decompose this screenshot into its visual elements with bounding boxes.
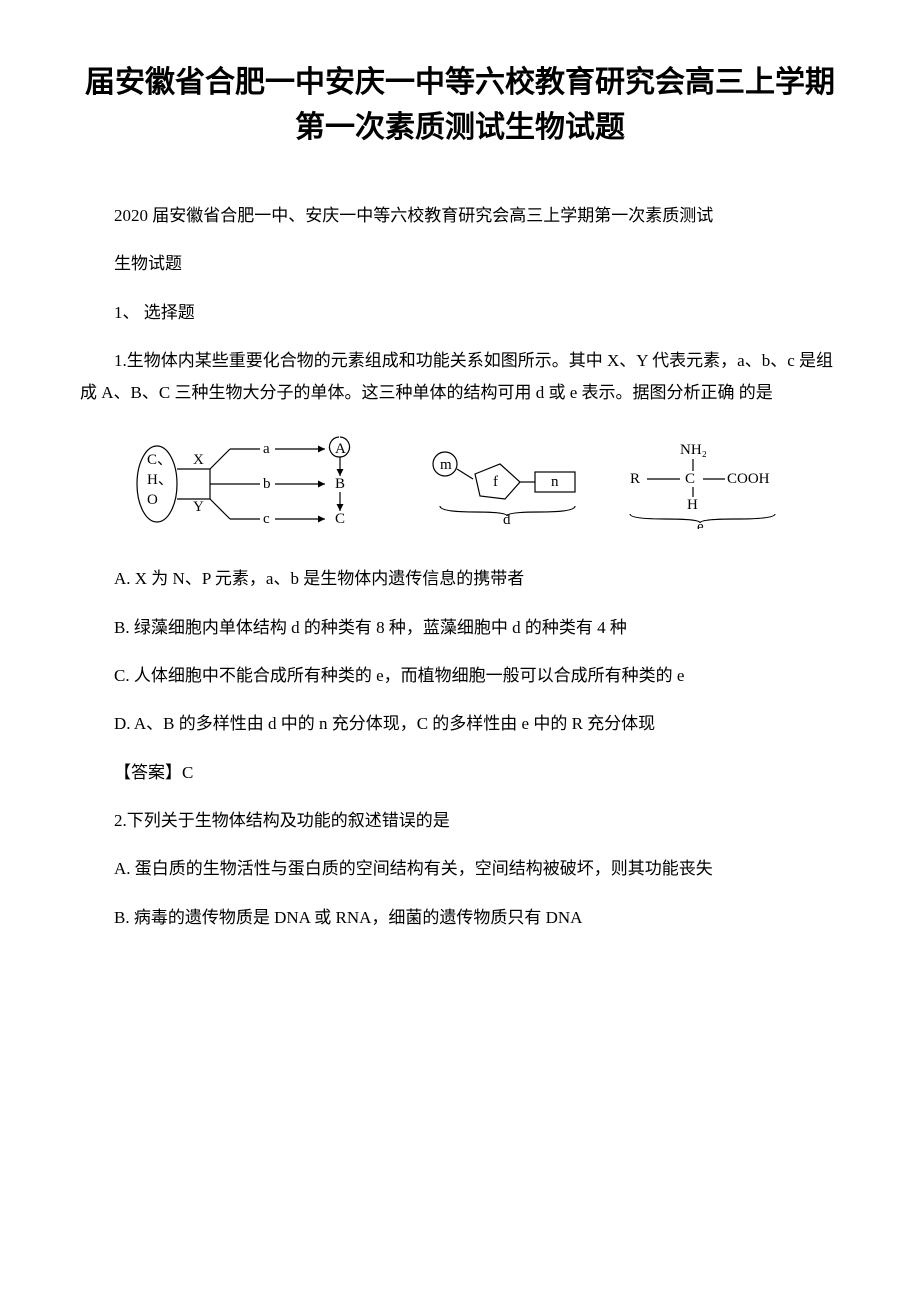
y-label: Y: [193, 499, 204, 515]
q1-option-d: D. A、B 的多样性由 d 中的 n 充分体现，C 的多样性由 e 中的 R …: [80, 708, 840, 740]
diagram-right: NH₂ R C COOH H e: [625, 439, 785, 529]
q2-option-b: B. 病毒的遗传物质是 DNA 或 RNA，细菌的遗传物质只有 DNA: [80, 902, 840, 934]
oval-text-c: C、: [147, 452, 172, 468]
n-label: n: [551, 474, 559, 490]
section-heading: 1、 选择题: [80, 297, 840, 329]
question-1-text: 1.生物体内某些重要化合物的元素组成和功能关系如图所示。其中 X、Y 代表元素，…: [80, 345, 840, 410]
r-label: R: [630, 471, 640, 487]
A-label: A: [335, 441, 346, 457]
q1-option-a: A. X 为 N、P 元素，a、b 是生物体内遗传信息的携带者: [80, 563, 840, 595]
f-label: f: [493, 474, 498, 490]
b-label: b: [263, 476, 271, 492]
m-label: m: [440, 457, 452, 473]
cooh-label: COOH: [727, 471, 770, 487]
diagram: C、 H、 O X Y a b c: [80, 429, 840, 539]
diagram-mid: m f n d: [425, 444, 595, 524]
x-label: X: [193, 452, 204, 468]
q1-option-b: B. 绿藻细胞内单体结构 d 的种类有 8 种，蓝藻细胞中 d 的种类有 4 种: [80, 612, 840, 644]
h-label: H: [687, 497, 698, 513]
nh2-label: NH₂: [680, 442, 707, 458]
diagram-left: C、 H、 O X Y a b c: [135, 429, 395, 539]
C-label: C: [335, 511, 345, 527]
B-label: B: [335, 476, 345, 492]
d-label: d: [503, 512, 511, 524]
subject-label: 生物试题: [80, 248, 840, 280]
oval-text-h: H、: [147, 472, 173, 488]
question-2-text: 2.下列关于生物体结构及功能的叙述错误的是: [80, 805, 840, 837]
document-title: 届安徽省合肥一中安庆一中等六校教育研究会高三上学期第一次素质测试生物试题: [80, 60, 840, 150]
subtitle: 2020 届安徽省合肥一中、安庆一中等六校教育研究会高三上学期第一次素质测试: [80, 200, 840, 232]
q1-answer: 【答案】C: [80, 757, 840, 789]
a-label: a: [263, 441, 270, 457]
q2-option-a: A. 蛋白质的生物活性与蛋白质的空间结构有关，空间结构被破坏，则其功能丧失: [80, 853, 840, 885]
e-label: e: [697, 519, 704, 529]
oval-text-o: O: [147, 492, 158, 508]
c-label: c: [263, 511, 270, 527]
q1-option-c: C. 人体细胞中不能合成所有种类的 e，而植物细胞一般可以合成所有种类的 e: [80, 660, 840, 692]
c-label: C: [685, 471, 695, 487]
